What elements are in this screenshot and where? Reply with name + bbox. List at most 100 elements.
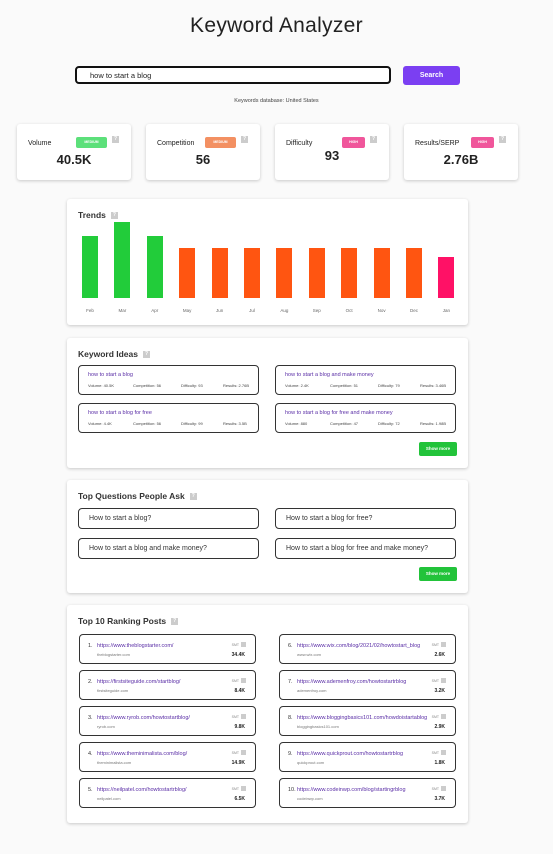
ranking-domain: codeinwp.com	[297, 796, 323, 801]
ranking-value: 9.8K	[234, 724, 245, 730]
trend-month-label: May	[182, 308, 192, 313]
metric-label: SMT	[231, 679, 239, 683]
ranking-value: 1.8K	[434, 760, 445, 766]
ranking-domain: quickprout.com	[297, 760, 325, 765]
rank-number: 6.	[288, 643, 293, 649]
question-item[interactable]: How to start a blog?	[78, 508, 259, 529]
help-icon[interactable]: ?	[110, 212, 118, 219]
help-icon[interactable]	[241, 714, 246, 719]
trend-bar	[308, 248, 325, 298]
show-more-ideas-button[interactable]: Show more	[419, 442, 457, 456]
search-button[interactable]: Search	[403, 66, 460, 85]
question-item[interactable]: How to start a blog for free?	[275, 508, 456, 529]
keyword-idea-card[interactable]: how to start a blog for free Volume: 4.4…	[78, 403, 259, 433]
help-icon[interactable]: ?	[499, 136, 506, 143]
rank-number: 7.	[288, 679, 293, 685]
keyword-idea-card[interactable]: how to start a blog for free and make mo…	[275, 403, 456, 433]
ranking-url-link[interactable]: https://www.wix.com/blog/2021/02/howtost…	[297, 643, 421, 649]
question-item[interactable]: How to start a blog for free and make mo…	[275, 538, 456, 559]
questions-panel: Top Questions People Ask? How to start a…	[67, 480, 468, 593]
idea-volume: Volume: 2.4K	[285, 383, 309, 388]
ranking-url-link[interactable]: https://neilpatel.com/howtostartrblog/	[97, 787, 187, 793]
idea-competition: Competition: 51	[330, 383, 359, 388]
trend-bar	[244, 248, 260, 298]
trend-month-label: Aug	[280, 308, 289, 313]
stat-value: 93	[324, 148, 340, 163]
ranking-url-link[interactable]: https://www.quickprout.com/howtostartrbl…	[297, 751, 404, 757]
ranking-card[interactable]: 7. https://www.ademenfroy.com/howtostartr…	[279, 670, 456, 700]
keyword-idea-link[interactable]: how to start a blog	[88, 372, 133, 378]
ranking-card[interactable]: 8. https://www.bloggingbasics101.com/howd…	[279, 706, 456, 736]
help-icon[interactable]: ?	[171, 618, 179, 625]
help-icon[interactable]	[441, 678, 446, 683]
question-item[interactable]: How to start a blog and make money?	[78, 538, 259, 559]
idea-volume: Volume: 40.5K	[88, 383, 115, 388]
stat-label: Results/SERP	[415, 140, 460, 147]
help-icon[interactable]	[441, 642, 446, 647]
help-icon[interactable]: ?	[370, 136, 377, 143]
metric-label: SMT	[231, 643, 239, 647]
trend-month-label: Dec	[409, 308, 418, 313]
ranking-url-link[interactable]: https://www.bloggingbasics101.com/howdoi…	[297, 715, 428, 721]
ranking-card[interactable]: 3. https://www.ryrob.com/howtostartblog/r…	[79, 706, 256, 736]
ranking-url-link[interactable]: https://www.ryrob.com/howtostartblog/	[97, 715, 190, 721]
keyword-idea-link[interactable]: how to start a blog for free and make mo…	[285, 410, 393, 416]
keyword-idea-link[interactable]: how to start a blog and make money	[285, 372, 374, 378]
stat-label: Competition	[157, 140, 195, 147]
trends-title: Trends	[78, 210, 106, 220]
stat-value: 56	[195, 152, 211, 167]
ranking-card[interactable]: 1. https://www.theblogstarter.com/theblog…	[79, 634, 256, 664]
ranking-card[interactable]: 10. https://www.codeinwp.com/blog/startin…	[279, 778, 456, 808]
idea-results: Results: 3.46B	[420, 383, 447, 388]
questions-title: Top Questions People Ask	[78, 491, 185, 501]
ranking-domain: neilpatel.com	[97, 796, 121, 801]
ranking-domain: theblogstarter.com	[97, 652, 130, 657]
metric-label: SMT	[231, 715, 239, 719]
keyword-idea-card[interactable]: how to start a blog and make money Volum…	[275, 365, 456, 395]
trend-bar	[114, 222, 131, 298]
keyword-idea-link[interactable]: how to start a blog for free	[88, 410, 152, 416]
help-icon[interactable]	[441, 786, 446, 791]
ranking-card[interactable]: 5. https://neilpatel.com/howtostartrblog/…	[79, 778, 256, 808]
ranking-value: 14.9K	[231, 760, 245, 766]
idea-difficulty: Difficulty: 93	[181, 383, 203, 388]
search-input[interactable]	[75, 66, 391, 84]
help-icon[interactable]: ?	[112, 136, 119, 143]
level-badge: HIGH	[471, 137, 494, 148]
rank-number: 9.	[288, 751, 293, 757]
idea-results: Results: 1.98B	[420, 421, 447, 426]
ranking-title: Top 10 Ranking Posts	[78, 616, 167, 626]
keyword-idea-card[interactable]: how to start a blog Volume: 40.5K Compet…	[78, 365, 259, 395]
ranking-card[interactable]: 6. https://www.wix.com/blog/2021/02/howto…	[279, 634, 456, 664]
help-icon[interactable]: ?	[143, 351, 150, 358]
stat-card-difficulty: Difficulty HIGH ? 93	[275, 124, 389, 180]
trend-bar	[211, 248, 228, 298]
help-icon[interactable]	[241, 642, 246, 647]
ranking-card[interactable]: 2. https://firstsiteguide.com/startblog/f…	[79, 670, 256, 700]
ranking-card[interactable]: 9. https://www.quickprout.com/howtostartr…	[279, 742, 456, 772]
help-icon[interactable]: ?	[189, 493, 197, 500]
show-more-questions-button[interactable]: Show more	[419, 567, 457, 581]
level-badge: MEDIUM	[205, 137, 236, 148]
ranking-value: 3.2K	[434, 688, 445, 694]
help-icon[interactable]	[441, 714, 446, 719]
help-icon[interactable]	[241, 750, 246, 755]
database-note: Keywords database: United States	[234, 98, 319, 104]
ranking-value: 3.7K	[434, 796, 445, 802]
idea-competition: Competition: 47	[330, 421, 359, 426]
help-icon[interactable]	[241, 786, 246, 791]
rank-number: 10.	[288, 787, 296, 793]
ranking-url-link[interactable]: https://firstsiteguide.com/startblog/	[97, 679, 181, 685]
ranking-url-link[interactable]: https://www.theblogstarter.com/	[97, 643, 174, 649]
help-icon[interactable]	[241, 678, 246, 683]
trend-month-label: Nov	[377, 308, 386, 313]
trend-month-label: Jan	[442, 308, 451, 313]
ranking-url-link[interactable]: https://www.ademenfroy.com/howtostartrbl…	[297, 679, 407, 685]
idea-competition: Competition: 56	[133, 421, 162, 426]
help-icon[interactable]	[441, 750, 446, 755]
ranking-card[interactable]: 4. https://www.theminimalista.com/blog/th…	[79, 742, 256, 772]
ranking-url-link[interactable]: https://www.theminimalista.com/blog/	[97, 751, 188, 757]
help-icon[interactable]: ?	[241, 136, 248, 143]
ranking-url-link[interactable]: https://www.codeinwp.com/blog/startingrb…	[297, 787, 406, 793]
idea-results: Results: 3.5B	[223, 421, 247, 426]
